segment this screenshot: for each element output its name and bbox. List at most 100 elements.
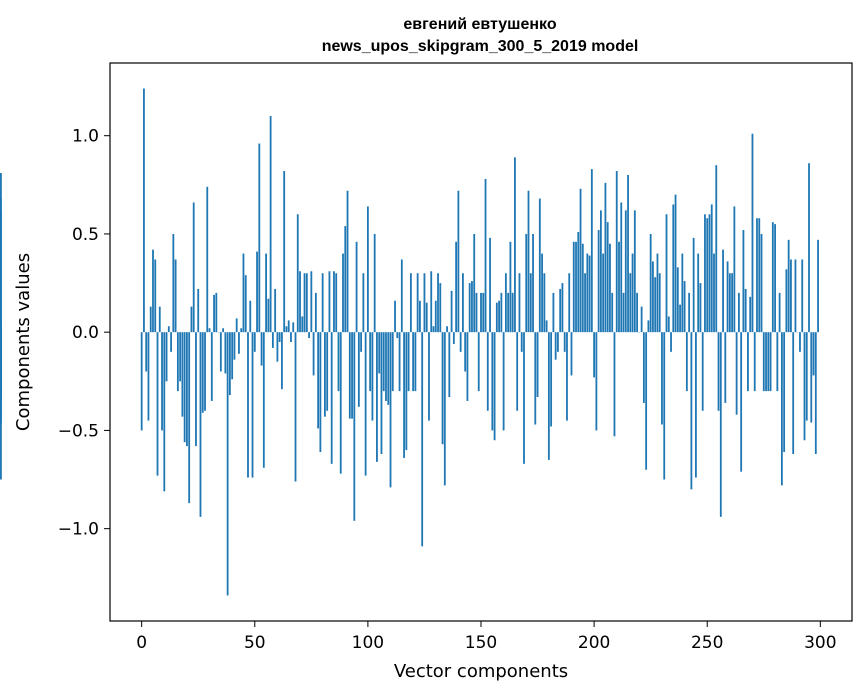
bar-129 (432, 326, 435, 333)
bar-255 (717, 332, 720, 411)
bar-249 (704, 214, 706, 333)
bar-49 (251, 332, 254, 478)
bar-251 (708, 214, 711, 333)
bar-254 (715, 165, 718, 333)
bar-225 (649, 233, 652, 333)
bar-124 (421, 332, 424, 547)
bar-274 (760, 233, 763, 333)
bar-52 (258, 143, 261, 333)
bar-203 (599, 210, 602, 333)
bar-40 (231, 332, 234, 380)
bar-267 (744, 288, 747, 333)
bar-260 (728, 273, 731, 333)
bar-45 (242, 253, 245, 333)
bar-60 (276, 332, 279, 362)
bar-214 (624, 210, 627, 333)
bar-152 (484, 178, 487, 333)
bar-137 (450, 290, 453, 333)
bar-154 (489, 237, 491, 333)
bar-212 (620, 202, 623, 333)
bar-114 (398, 332, 401, 392)
bar-110 (389, 332, 392, 488)
x-tick-label: 300 (804, 633, 836, 653)
bar-179 (545, 320, 548, 333)
bar-88 (339, 332, 342, 474)
x-axis-ticks: 0 50 100 150 200 250 300 (136, 621, 837, 653)
x-tick-label: 100 (352, 633, 384, 653)
bar-162 (507, 292, 510, 333)
bar-233 (667, 316, 670, 333)
bar-79 (319, 332, 322, 453)
bar-69 (296, 214, 299, 333)
bar-176 (538, 198, 541, 333)
bar-31 (210, 332, 213, 401)
bar-123 (419, 300, 421, 333)
bar-59 (274, 288, 277, 333)
bar-undefined (0, 322, 2, 333)
bar-247 (699, 283, 702, 333)
bar-51 (256, 251, 258, 333)
bar-219 (636, 292, 638, 333)
bar-205 (604, 182, 607, 333)
bar-163 (509, 241, 512, 333)
bar-282 (778, 292, 781, 333)
bar-173 (532, 233, 534, 333)
bar-161 (504, 273, 507, 333)
bar-196 (584, 273, 586, 333)
bar-9 (161, 332, 163, 431)
bar-241 (685, 332, 688, 392)
bar-204 (602, 253, 605, 333)
x-tick-label: 250 (691, 633, 723, 653)
bar-93 (351, 332, 353, 419)
bar-232 (665, 214, 668, 333)
bar-135 (446, 326, 448, 333)
bar-0 (140, 332, 143, 431)
bar-63 (283, 171, 286, 333)
bar-184 (557, 332, 559, 352)
bar-200 (593, 332, 596, 378)
bar-70 (299, 271, 301, 333)
bars-group (0, 88, 819, 596)
bar-256 (719, 332, 722, 517)
bar-278 (769, 332, 772, 392)
bar-33 (215, 292, 218, 333)
bar-81 (324, 332, 326, 417)
bar-109 (387, 332, 390, 405)
bar-140 (457, 190, 460, 333)
bar-261 (731, 273, 734, 333)
bar-299 (817, 239, 819, 333)
bar-44 (240, 328, 243, 333)
bar-210 (615, 171, 618, 333)
bar-279 (771, 222, 774, 333)
bar-1 (143, 88, 145, 333)
bar-246 (697, 253, 700, 333)
bar-undefined (0, 332, 2, 480)
bar-undefined (0, 198, 2, 333)
bar-65 (287, 320, 290, 333)
bar-101 (369, 332, 372, 392)
bar-245 (695, 332, 697, 478)
bar-61 (278, 332, 281, 342)
bar-25 (197, 288, 200, 333)
bar-198 (588, 255, 591, 333)
x-tick-label: 0 (136, 633, 147, 653)
bar-30 (208, 328, 211, 333)
bar-230 (661, 332, 663, 425)
bar-112 (394, 300, 396, 333)
bar-98 (362, 273, 365, 333)
bar-14 (172, 233, 175, 333)
bar-277 (767, 332, 770, 392)
bar-193 (577, 231, 580, 333)
bar-147 (473, 233, 476, 333)
bar-223 (645, 332, 648, 470)
bar-213 (622, 292, 625, 333)
bar-119 (409, 273, 412, 333)
bar-127 (428, 332, 430, 421)
bar-199 (590, 169, 593, 333)
bar-183 (554, 332, 557, 360)
bar-167 (518, 273, 521, 333)
bar-238 (679, 304, 681, 333)
bar-73 (305, 273, 308, 333)
bar-189 (568, 273, 571, 333)
y-tick-label: −1.0 (58, 520, 99, 540)
